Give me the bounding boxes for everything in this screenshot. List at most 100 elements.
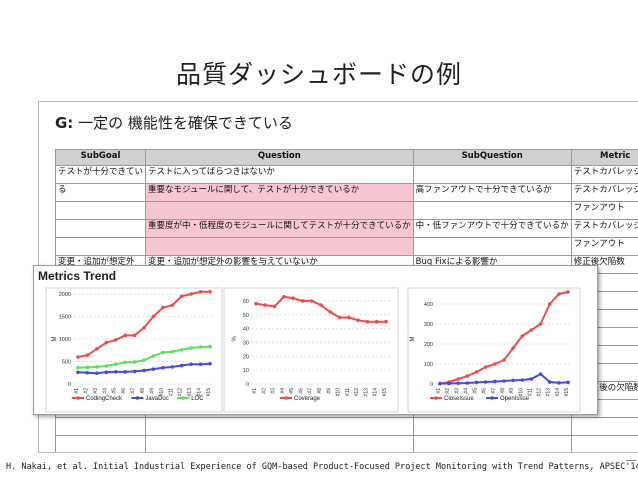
y-tick-label: 200	[424, 342, 433, 348]
legend-label: OpenIssue	[500, 396, 530, 402]
x-tick-label: #2	[261, 388, 267, 394]
data-point	[189, 346, 193, 350]
cell-metric: テストカバレッジ(人)	[570, 165, 638, 184]
legend-marker	[76, 396, 80, 400]
y-axis-label: M	[410, 337, 416, 342]
x-tick-label: #4	[280, 388, 286, 394]
y-tick-label: 400	[424, 302, 433, 308]
data-point	[263, 303, 268, 307]
x-tick-label: #2	[83, 388, 89, 394]
data-point	[208, 344, 212, 349]
cell-question: テストに入ってばらつきはないか	[145, 165, 414, 184]
cell-question: 重要度が中・低程度のモジュールに関してテストが十分できているか	[145, 219, 414, 238]
cell-metric	[570, 417, 638, 436]
data-point	[179, 348, 184, 352]
cell-subquestion	[412, 417, 572, 436]
cell-subgoal	[54, 201, 147, 220]
data-point	[356, 318, 360, 323]
data-point	[113, 338, 118, 342]
x-tick-label: #9	[509, 388, 515, 394]
data-point	[132, 360, 137, 364]
y-tick-label: 1500	[59, 315, 71, 321]
y-tick-label: 0	[68, 382, 71, 388]
data-point	[547, 302, 552, 306]
data-point	[566, 290, 570, 294]
x-tick-label: #7	[491, 388, 497, 394]
x-tick-label: #1	[74, 388, 80, 394]
data-point	[95, 371, 99, 375]
x-tick-label: #3	[93, 388, 99, 394]
data-point	[474, 380, 479, 385]
data-point	[142, 325, 146, 330]
table-row: ファンアウト	[54, 237, 638, 256]
y-tick-label: 300	[424, 322, 433, 328]
data-point	[198, 345, 203, 349]
data-point	[557, 381, 561, 385]
legend-label: JavaDoc	[145, 396, 168, 402]
legend-marker	[434, 396, 438, 400]
x-tick-label: #7	[308, 388, 314, 394]
col-header-metric: Metric	[570, 149, 638, 166]
cell-subquestion	[412, 237, 572, 256]
x-tick-label: #3	[271, 388, 277, 394]
x-tick-label: #8	[500, 388, 506, 394]
x-tick-label: #2	[445, 388, 451, 394]
x-tick-label: #6	[121, 388, 127, 394]
data-point	[529, 377, 534, 381]
cell-subgoal	[54, 237, 147, 256]
data-point	[483, 380, 488, 384]
data-point	[502, 358, 506, 362]
legend-label: LOC	[191, 396, 204, 402]
data-point	[85, 370, 90, 375]
x-tick-label: #13	[363, 388, 369, 397]
data-point	[161, 305, 165, 310]
x-tick-label: #10	[518, 388, 524, 397]
y-axis-label: M	[52, 337, 58, 342]
data-point	[189, 292, 193, 296]
data-point	[347, 315, 351, 320]
chart-plot-frame	[407, 287, 581, 413]
data-point	[161, 366, 165, 370]
x-tick-label: #12	[354, 388, 360, 397]
data-point	[142, 368, 146, 373]
cell-question	[145, 417, 414, 436]
data-point	[319, 303, 323, 307]
metrics-trend-panel: Metrics Trend 0 500 1000 1500 2000 M #1 #2 #3 #4 #…	[33, 265, 598, 415]
x-tick-label: #14	[373, 388, 379, 397]
data-point	[291, 296, 295, 300]
y-tick-label: 100	[424, 362, 433, 368]
data-point	[76, 366, 80, 370]
legend-marker	[490, 396, 494, 400]
cell-question: 重要なモジュールに関して、テストが十分できているか	[145, 183, 414, 202]
data-point	[151, 314, 156, 319]
x-tick-label: #4	[102, 388, 108, 394]
data-point	[104, 364, 109, 368]
cell-subgoal	[54, 435, 147, 452]
data-point	[104, 370, 109, 375]
data-point	[161, 350, 165, 355]
data-point	[151, 354, 156, 358]
data-point	[95, 347, 99, 351]
table-row	[54, 417, 638, 436]
x-tick-label: #10	[159, 388, 165, 397]
x-tick-label: #13	[187, 388, 193, 397]
data-point	[142, 358, 146, 362]
data-point	[170, 303, 175, 308]
data-point	[474, 370, 479, 374]
x-tick-label: #12	[178, 388, 184, 397]
x-tick-label: #6	[298, 388, 304, 394]
col-header-question: Question	[145, 149, 414, 166]
data-point	[151, 367, 156, 371]
data-point	[384, 319, 388, 324]
data-point	[547, 380, 552, 384]
data-point	[300, 299, 305, 303]
data-point	[132, 369, 137, 374]
data-point	[208, 361, 212, 366]
data-point	[95, 365, 99, 369]
data-point	[123, 360, 127, 365]
x-tick-label: #7	[131, 388, 137, 394]
table-row: 重要度が中・低程度のモジュールに関してテストが十分できているか 中・低ファンアウト…	[54, 219, 638, 238]
